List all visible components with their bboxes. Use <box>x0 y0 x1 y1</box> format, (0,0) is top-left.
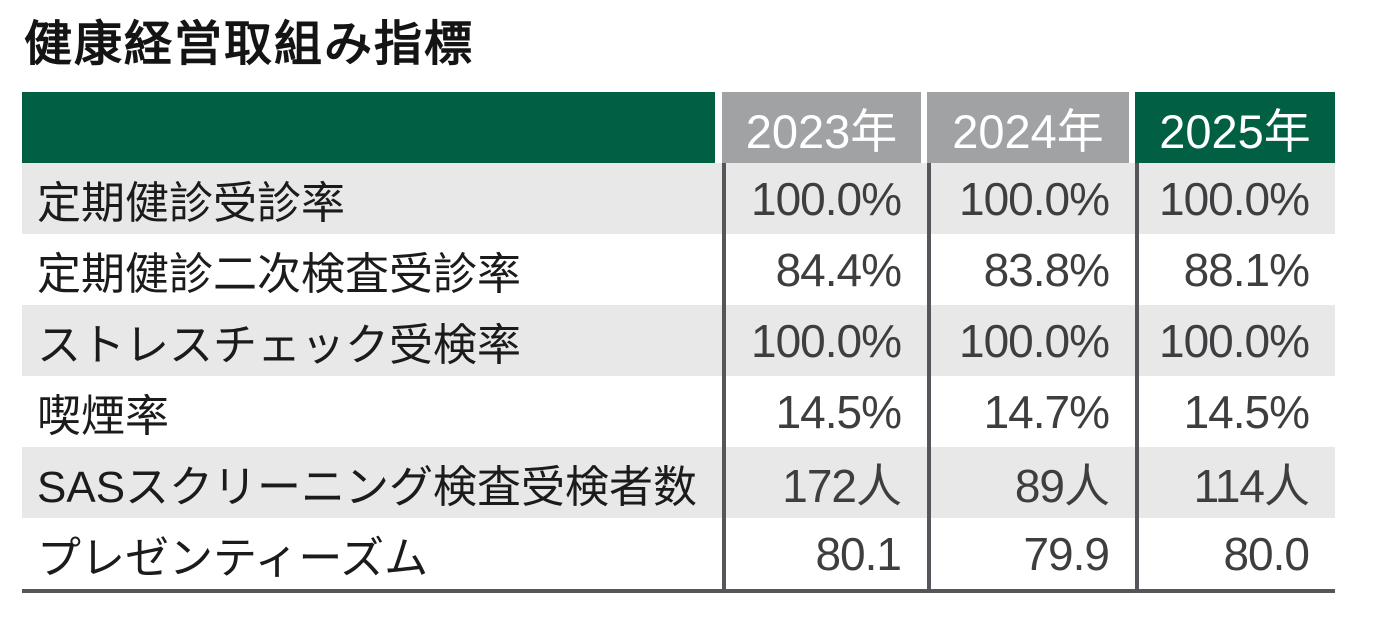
row-value-2025: 88.1% <box>1135 234 1335 305</box>
row-value-2023: 14.5% <box>722 376 927 447</box>
row-value-2025: 100.0% <box>1135 305 1335 376</box>
row-label: プレゼンティーズム <box>37 533 429 583</box>
row-label: SASスクリーニング検査受検者数 <box>37 462 698 512</box>
header-year-2023: 2023年 <box>722 92 927 163</box>
header-year-2025: 2025年 <box>1135 92 1335 163</box>
row-value-2025: 114人 <box>1135 447 1335 518</box>
row-label: 定期健診受診率 <box>37 178 345 228</box>
kpi-table: 2023年 2024年 2025年 定期健診受診率 100.0% 100.0% … <box>22 92 1335 593</box>
row-value-2023: 84.4% <box>722 234 927 305</box>
row-value-2024: 100.0% <box>927 305 1135 376</box>
table-row: 定期健診受診率 100.0% 100.0% 100.0% <box>22 163 1335 234</box>
header-year-2024: 2024年 <box>927 92 1135 163</box>
table-row: プレゼンティーズム 80.1 79.9 80.0 <box>22 518 1335 589</box>
row-value-2023: 100.0% <box>722 163 927 234</box>
header-metric-cell <box>22 92 722 163</box>
table-row: SASスクリーニング検査受検者数 172人 89人 114人 <box>22 447 1335 518</box>
row-value-2024: 79.9 <box>927 518 1135 589</box>
row-value-2025: 80.0 <box>1135 518 1335 589</box>
row-value-2024: 89人 <box>927 447 1135 518</box>
page-title: 健康経営取組み指標 <box>24 18 475 71</box>
row-value-2024: 14.7% <box>927 376 1135 447</box>
row-value-2023: 172人 <box>722 447 927 518</box>
row-value-2025: 100.0% <box>1135 163 1335 234</box>
row-value-2023: 80.1 <box>722 518 927 589</box>
row-value-2024: 83.8% <box>927 234 1135 305</box>
row-value-2024: 100.0% <box>927 163 1135 234</box>
row-value-2025: 14.5% <box>1135 376 1335 447</box>
row-value-2023: 100.0% <box>722 305 927 376</box>
table-header-row: 2023年 2024年 2025年 <box>22 92 1335 163</box>
table-row: 定期健診二次検査受診率 84.4% 83.8% 88.1% <box>22 234 1335 305</box>
row-label: 喫煙率 <box>37 391 169 441</box>
table-row: 喫煙率 14.5% 14.7% 14.5% <box>22 376 1335 447</box>
row-label: 定期健診二次検査受診率 <box>37 249 521 299</box>
row-label: ストレスチェック受検率 <box>37 320 521 370</box>
table-row: ストレスチェック受検率 100.0% 100.0% 100.0% <box>22 305 1335 376</box>
